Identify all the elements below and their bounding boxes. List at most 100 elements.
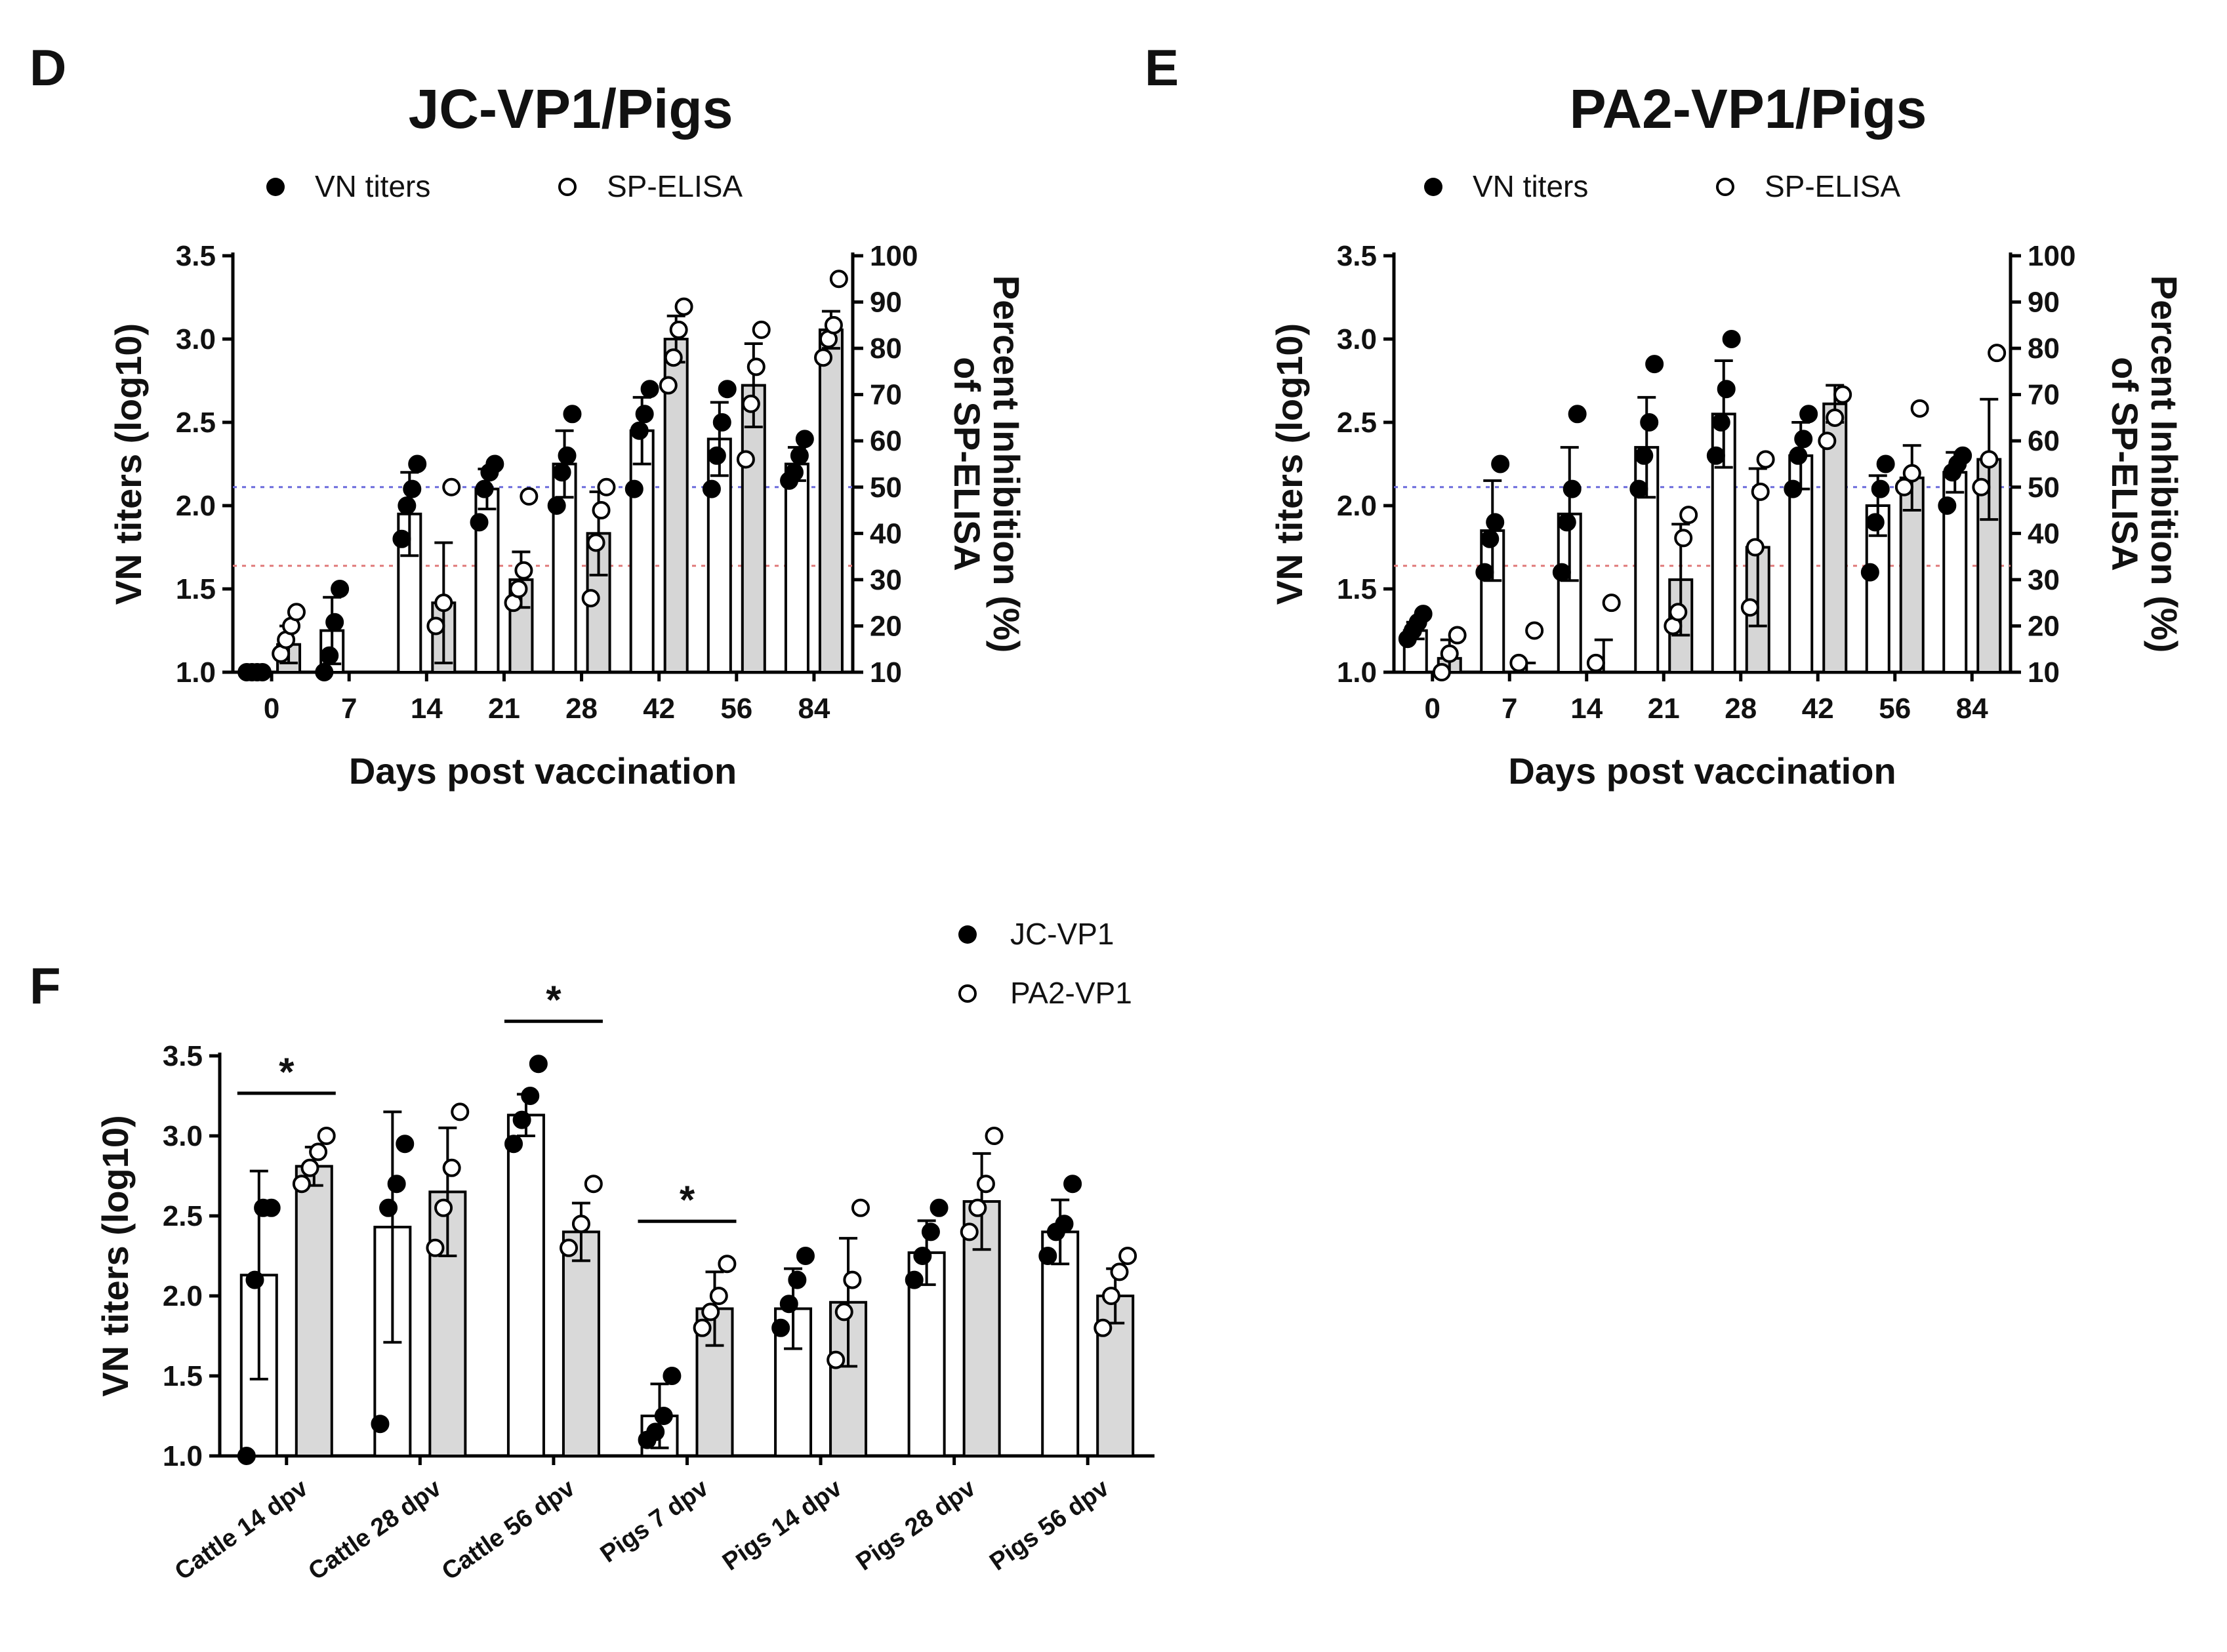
- point-JC-VP1: [521, 1087, 540, 1105]
- chart-panel-D: D JC-VP1/Pigs 1.0 1.5 2.0 2.5 3.0 3.5 10 20 30 40 50…: [30, 39, 1027, 792]
- point-SP-ELISA: [442, 477, 461, 496]
- point-VN titers: [1789, 446, 1808, 465]
- bar-PA2-VP1: [962, 1200, 1001, 1458]
- point-JC-VP1: [930, 1198, 949, 1217]
- point-VN titers: [1794, 430, 1813, 449]
- legend-label: JC-VP1: [1010, 917, 1114, 951]
- legend-label: VN titers: [315, 169, 430, 203]
- point-VN titers: [1414, 605, 1433, 624]
- x-tick-label: 56: [720, 693, 752, 725]
- y2-tick-label: 10: [870, 656, 902, 689]
- point-JC-VP1: [663, 1367, 682, 1385]
- x-tick-label: 14: [411, 693, 443, 725]
- point-SP-ELISA: [746, 357, 766, 376]
- point-PA2-VP1: [834, 1302, 853, 1321]
- y-tick-label: 1.5: [1337, 573, 1377, 605]
- bar-SP-ELISA: [1822, 402, 1848, 674]
- y-tick-label: 3.0: [1337, 323, 1377, 355]
- point-SP-ELISA: [669, 320, 688, 339]
- y-tick-label: 2.0: [1337, 490, 1377, 522]
- point-SP-ELISA: [674, 297, 693, 316]
- point-SP-ELISA: [509, 580, 528, 598]
- point-SP-ELISA: [824, 315, 843, 334]
- y2-tick-label: 20: [2028, 610, 2060, 642]
- y2-axis-title: Percent Inhibition (%): [2144, 275, 2185, 653]
- point-SP-ELISA: [1818, 432, 1837, 451]
- point-PA2-VP1: [434, 1198, 453, 1217]
- point-VN titers: [320, 646, 339, 665]
- chart-title: PA2-VP1/Pigs: [1570, 78, 1927, 140]
- y-tick-label: 3.5: [163, 1040, 203, 1072]
- point-VN titers: [790, 446, 809, 465]
- point-SP-ELISA: [1894, 477, 1913, 496]
- x-axis-title: Days post vaccination: [1508, 750, 1896, 792]
- bar-PA2-VP1: [562, 1230, 600, 1458]
- y2-tick-label: 60: [870, 425, 902, 457]
- point-VN titers: [630, 421, 649, 440]
- point-VN titers: [1475, 563, 1494, 582]
- point-JC-VP1: [387, 1175, 406, 1194]
- y-tick-label: 1.5: [163, 1360, 203, 1392]
- y2-tick-label: 90: [870, 287, 902, 319]
- bar-SP-ELISA: [818, 328, 844, 674]
- legend-marker: [266, 178, 285, 196]
- point-SP-ELISA: [1674, 529, 1693, 548]
- point-JC-VP1: [1038, 1247, 1057, 1265]
- point-VN titers: [1568, 405, 1587, 424]
- point-VN titers: [1860, 563, 1879, 582]
- point-PA2-VP1: [317, 1127, 336, 1145]
- point-JC-VP1: [905, 1270, 924, 1289]
- point-VN titers: [1640, 413, 1659, 432]
- x-tick-label: 21: [488, 693, 520, 725]
- point-VN titers: [1706, 446, 1725, 465]
- point-SP-ELISA: [1432, 663, 1451, 681]
- y2-tick-label: 100: [2028, 240, 2075, 272]
- point-PA2-VP1: [709, 1287, 728, 1305]
- point-SP-ELISA: [434, 594, 453, 613]
- point-SP-ELISA: [520, 487, 539, 506]
- x-tick-label: 28: [565, 693, 598, 725]
- point-JC-VP1: [379, 1198, 398, 1217]
- point-VN titers: [331, 580, 350, 598]
- y-tick-label: 1.0: [1337, 656, 1377, 689]
- point-SP-ELISA: [597, 477, 616, 496]
- point-VN titers: [635, 405, 654, 424]
- point-PA2-VP1: [985, 1127, 1004, 1145]
- point-SP-ELISA: [1525, 621, 1544, 640]
- point-VN titers: [315, 663, 334, 681]
- y2-axis-title: of SP-ELISA: [947, 357, 988, 571]
- y2-tick-label: 20: [870, 610, 902, 642]
- x-tick-label: Cattle 56 dpv: [437, 1474, 580, 1586]
- point-PA2-VP1: [827, 1350, 846, 1369]
- point-SP-ELISA: [814, 348, 833, 367]
- point-JC-VP1: [921, 1222, 940, 1241]
- point-VN titers: [485, 454, 504, 473]
- point-JC-VP1: [646, 1422, 665, 1441]
- y-tick-label: 1.0: [163, 1440, 203, 1472]
- point-VN titers: [1722, 330, 1741, 348]
- point-VN titers: [1953, 446, 1972, 465]
- x-tick-label: 42: [643, 693, 675, 725]
- y-tick-label: 2.5: [163, 1200, 203, 1232]
- point-PA2-VP1: [693, 1318, 712, 1337]
- significance-star: *: [279, 1050, 295, 1094]
- chart-panel-F: F 1.0 1.5 2.0 2.5 3.0 3.5 VN titers (log10) Catt…: [30, 917, 1154, 1586]
- y2-tick-label: 70: [870, 379, 902, 411]
- point-PA2-VP1: [426, 1238, 445, 1257]
- point-VN titers: [718, 380, 737, 399]
- point-VN titers: [1711, 413, 1730, 432]
- point-PA2-VP1: [976, 1175, 995, 1194]
- point-SP-ELISA: [1910, 399, 1929, 418]
- point-SP-ELISA: [1746, 538, 1765, 557]
- chart-title: JC-VP1/Pigs: [409, 78, 733, 140]
- point-PA2-VP1: [843, 1270, 862, 1289]
- point-VN titers: [1635, 446, 1654, 465]
- x-tick-label: Pigs 28 dpv: [851, 1474, 981, 1577]
- point-SP-ELISA: [581, 589, 600, 608]
- point-PA2-VP1: [701, 1302, 720, 1321]
- x-tick-label: 42: [1802, 693, 1834, 725]
- point-JC-VP1: [771, 1318, 790, 1337]
- point-VN titers: [795, 430, 814, 449]
- y-tick-label: 2.0: [176, 490, 216, 522]
